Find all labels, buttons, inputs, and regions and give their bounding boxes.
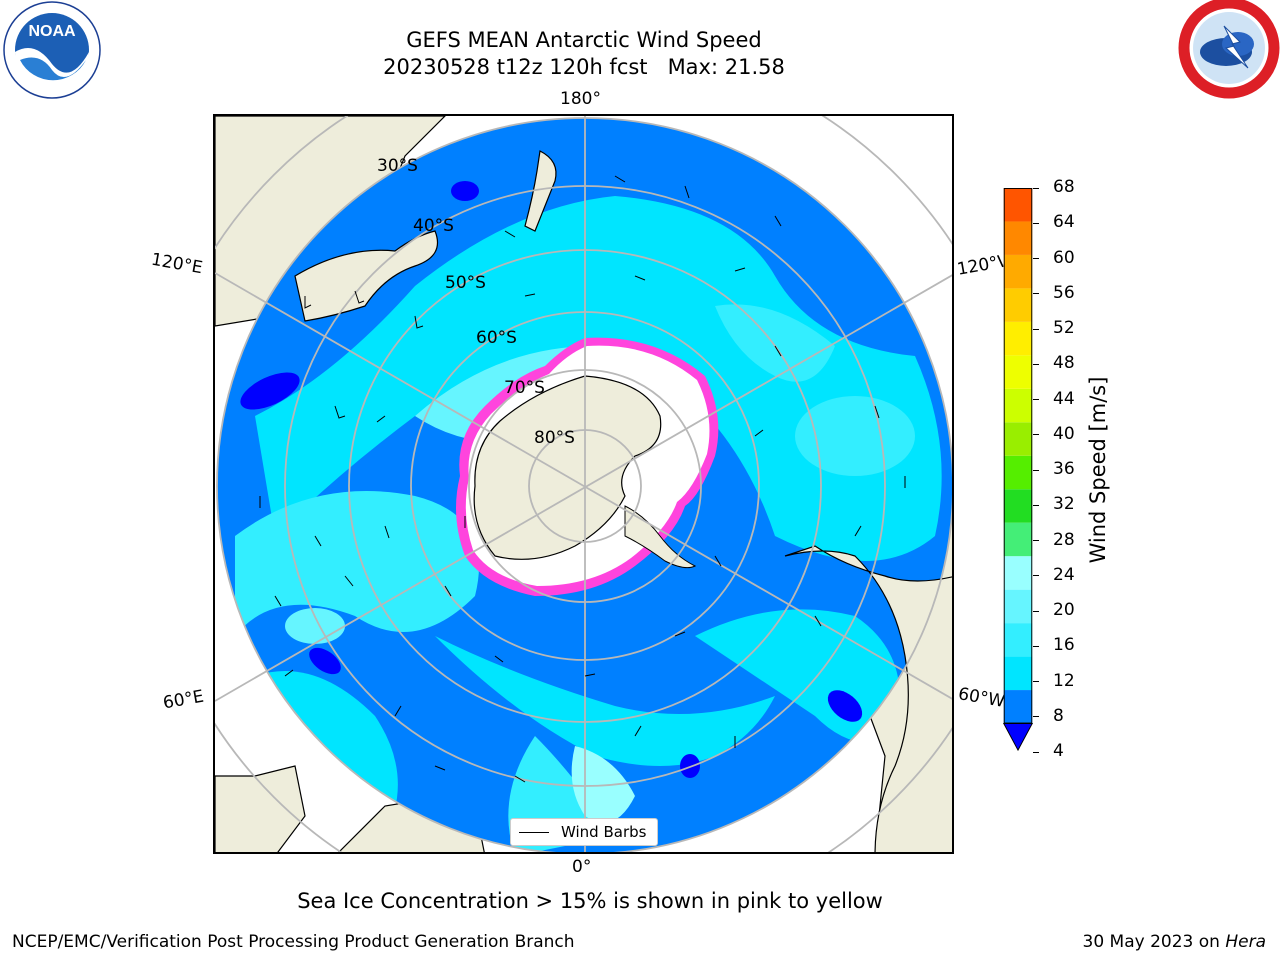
chart-title: GEFS MEAN Antarctic Wind Speed — [406, 28, 762, 52]
lon-label-180: 180° — [560, 89, 601, 109]
colorbar-tick-mark — [1033, 645, 1039, 647]
lat-label-40s: 40°S — [413, 216, 454, 236]
colorbar-segment — [1003, 188, 1033, 222]
colorbar-segment — [1003, 254, 1033, 289]
colorbar-tick-mark — [1033, 540, 1039, 541]
colorbar-extend-arrow — [1003, 723, 1033, 752]
colorbar-tick-label: 28 — [1053, 529, 1075, 550]
antarctica — [456, 337, 719, 596]
colorbar-tick-mark — [1033, 222, 1039, 224]
colorbar-segment — [1003, 221, 1033, 255]
colorbar-tick-label: 36 — [1053, 459, 1075, 479]
colorbar-tick-mark — [1033, 610, 1039, 612]
colorbar-tick-mark — [1033, 504, 1039, 506]
legend-label: Wind Barbs — [561, 823, 647, 841]
colorbar-segment — [1003, 656, 1033, 691]
colorbar-tick-label: 56 — [1053, 282, 1075, 303]
footer-host: Hera — [1225, 932, 1266, 952]
lat-label-50s: 50°S — [445, 273, 486, 293]
colorbar-tick-label: 32 — [1053, 494, 1075, 515]
colorbar-segment — [1003, 422, 1033, 456]
lat-label-70s: 70°S — [504, 378, 545, 398]
colorbar-tick-mark — [1033, 293, 1039, 295]
nws-logo — [1178, 0, 1280, 99]
noaa-logo: NOAA — [3, 1, 101, 99]
lon-label-120e: 120°E — [149, 249, 205, 279]
colorbar-tick-label: 48 — [1053, 353, 1075, 374]
wind-barbs-legend: Wind Barbs — [510, 818, 658, 846]
colorbar-tick-mark — [1033, 434, 1039, 436]
colorbar-segment — [1003, 321, 1033, 356]
lat-label-60s: 60°S — [476, 328, 517, 348]
continents-inside — [294, 150, 952, 852]
colorbar-tick-mark — [1033, 187, 1039, 189]
colorbar-segment — [1003, 455, 1033, 490]
colorbar-segment — [1003, 522, 1033, 557]
colorbar-tick-mark — [1033, 258, 1039, 259]
polar-map-svg: 30°S 40°S 50°S 60°S 70°S 80°S — [215, 116, 952, 852]
lon-label-0: 0° — [572, 857, 592, 877]
colorbar-segment — [1003, 623, 1033, 657]
lon-label-60e: 60°E — [161, 686, 206, 714]
latitude-labels: 30°S 40°S 50°S 60°S 70°S 80°S — [377, 156, 575, 448]
colorbar-tick-label: 64 — [1053, 212, 1075, 233]
lon-label-60w: 60°W — [956, 684, 1006, 712]
graticule — [215, 116, 952, 852]
colorbar-tick-label: 12 — [1053, 670, 1075, 691]
colorbar-tick-label: 16 — [1053, 635, 1075, 656]
colorbar-segment — [1003, 690, 1033, 724]
colorbar-tick-mark — [1033, 363, 1039, 365]
footer-date-text: 30 May 2023 on — [1082, 932, 1226, 952]
colorbar-tick-label: 8 — [1053, 705, 1064, 726]
colorbar-segment — [1003, 388, 1033, 423]
colorbar-tick-label: 20 — [1053, 600, 1075, 620]
colorbar-tick-label: 44 — [1053, 388, 1075, 409]
colorbar-tick-label: 68 — [1053, 177, 1075, 197]
colorbar-segment — [1003, 288, 1033, 322]
colorbar-tick-mark — [1033, 751, 1039, 753]
legend-line-icon — [519, 832, 549, 833]
colorbar-tick-label: 52 — [1053, 318, 1075, 338]
colorbar-tick-mark — [1033, 575, 1039, 577]
wind-barbs — [259, 175, 906, 783]
colorbar-tick-label: 40 — [1053, 423, 1075, 444]
footer-date: 30 May 2023 on Hera — [1083, 932, 1267, 952]
noaa-logo-text: NOAA — [28, 23, 76, 40]
colorbar-label: Wind Speed [m/s] — [1086, 376, 1110, 564]
colorbar-tick-label: 4 — [1053, 741, 1064, 761]
colorbar-segment — [1003, 355, 1033, 389]
colorbar-tick-mark — [1033, 328, 1039, 330]
colorbar-segment — [1003, 589, 1033, 624]
chart-subtitle-forecast: 20230528 t12z 120h fcst Max: 21.58 — [383, 55, 785, 79]
colorbar-segment — [1003, 556, 1033, 590]
sea-ice-note: Sea Ice Concentration > 15% is shown in … — [297, 889, 883, 913]
footer-credit: NCEP/EMC/Verification Post Processing Pr… — [12, 932, 575, 952]
lon-label-120w: 120°W — [955, 252, 1005, 280]
colorbar-segment — [1003, 489, 1033, 523]
colorbar-tick-mark — [1033, 399, 1039, 400]
colorbar-tick-mark — [1033, 681, 1039, 682]
colorbar-tick-label: 60 — [1053, 247, 1075, 268]
polar-map: 30°S 40°S 50°S 60°S 70°S 80°S — [213, 114, 954, 854]
colorbar-tick-mark — [1033, 716, 1039, 718]
colorbar-tick-mark — [1033, 469, 1039, 471]
colorbar — [1003, 188, 1033, 752]
lat-label-80s: 80°S — [534, 428, 575, 448]
colorbar-tick-label: 24 — [1053, 564, 1075, 585]
lat-label-30s: 30°S — [377, 156, 418, 176]
